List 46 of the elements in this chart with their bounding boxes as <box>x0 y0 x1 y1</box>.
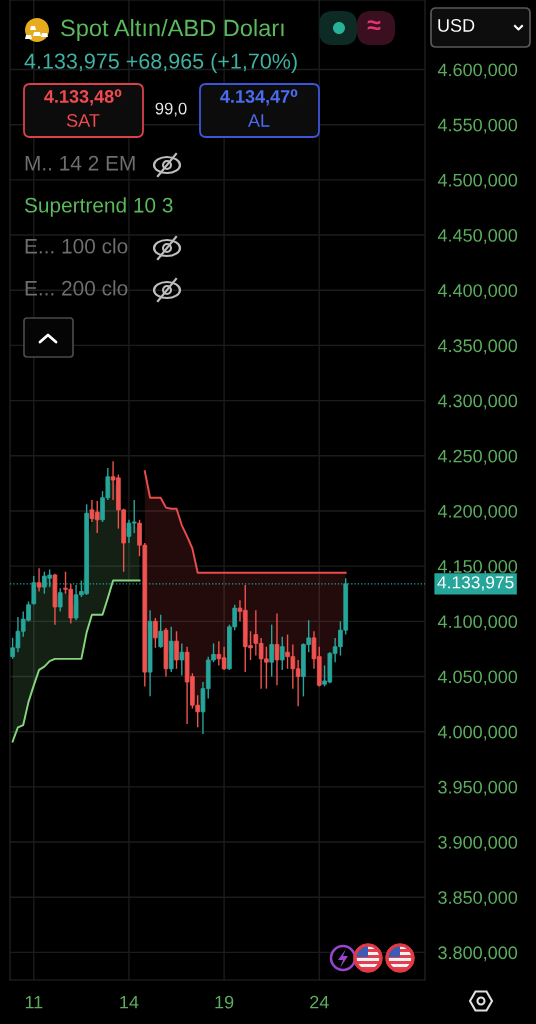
candlestick <box>153 617 158 649</box>
x-tick-label: 11 <box>25 995 43 1009</box>
candlestick <box>36 567 42 593</box>
text: USD <box>438 19 475 32</box>
annotation: E... 100 clo <box>25 238 128 254</box>
annotation: 99,0 <box>155 102 187 117</box>
y-tick-label: 4.050,000 <box>437 670 518 686</box>
x-tick-label: 24 <box>310 995 329 1009</box>
y-tick-label: 4.550,000 <box>437 118 518 134</box>
x-tick-label: 19 <box>215 995 234 1009</box>
x-tick-label: 14 <box>120 995 139 1009</box>
y-tick-label: 3.900,000 <box>438 835 518 851</box>
text: Spot Altın/ABD Doları <box>61 19 284 41</box>
y-tick-label: 4.000,000 <box>437 725 518 741</box>
candlestick <box>179 642 185 677</box>
ref-line-label: 4.133,975 <box>437 576 514 591</box>
annotation: M.. 14 2 EM <box>25 155 135 171</box>
annotation: AL <box>247 114 270 127</box>
annotation: Supertrend 10 3 <box>24 197 173 217</box>
y-tick-label: 4.100,000 <box>437 615 518 631</box>
candlestick <box>158 614 163 649</box>
y-tick-label: 3.800,000 <box>438 946 518 962</box>
y-tick-label: 4.350,000 <box>437 339 518 355</box>
y-tick-label: 4.250,000 <box>437 449 518 465</box>
text: 4.133,975 +68,965 (+1,70%) <box>24 52 297 74</box>
line-series <box>143 470 347 574</box>
annotation: E... 200 clo <box>25 280 128 296</box>
y-tick-label: 4.500,000 <box>437 173 518 189</box>
y-tick-label: 4.200,000 <box>437 504 518 520</box>
annotation: SAT <box>66 114 100 127</box>
y-tick-label: 4.150,000 <box>437 560 518 575</box>
y-tick-label: 4.450,000 <box>437 229 518 244</box>
candlestick <box>269 623 275 678</box>
y-tick-label: 3.950,000 <box>438 780 518 796</box>
line-series <box>11 579 141 743</box>
candlestick <box>274 612 280 687</box>
text: ≈ <box>367 20 381 31</box>
annotation: 4.133,48⁰ <box>44 89 122 106</box>
annotation: 4.134,47⁰ <box>220 89 298 106</box>
candlestick <box>174 630 179 670</box>
candlestick <box>279 636 285 671</box>
y-tick-label: 4.600,000 <box>437 63 518 79</box>
y-tick-label: 3.850,000 <box>438 891 518 907</box>
candlestick <box>57 587 63 613</box>
y-tick-label: 4.300,000 <box>437 394 518 410</box>
y-tick-label: 4.400,000 <box>437 284 518 300</box>
